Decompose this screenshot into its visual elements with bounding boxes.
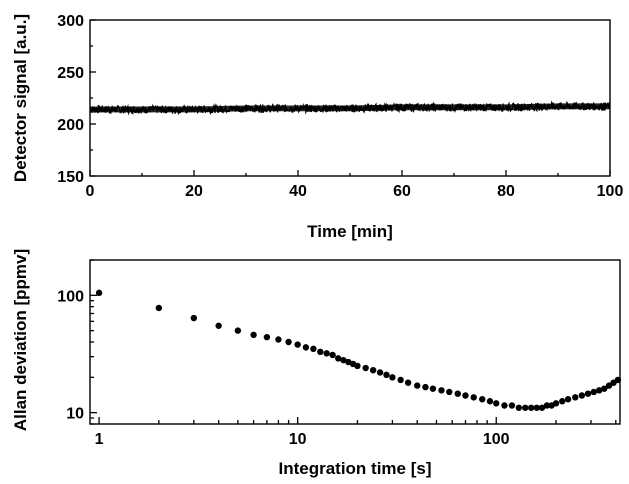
data-point bbox=[486, 398, 494, 405]
y-tick-label: 200 bbox=[57, 117, 84, 134]
data-point bbox=[383, 371, 390, 379]
allan-deviation-points bbox=[95, 289, 622, 411]
data-point bbox=[397, 376, 404, 384]
data-point bbox=[294, 341, 301, 348]
data-point bbox=[389, 374, 396, 381]
panel2-y-ticks: 10 100 bbox=[57, 259, 97, 425]
data-point bbox=[533, 404, 540, 411]
y-tick-label: 150 bbox=[57, 169, 84, 186]
y-tick-label: 10 bbox=[66, 406, 84, 423]
data-point bbox=[446, 388, 453, 396]
data-point bbox=[155, 304, 163, 312]
data-point bbox=[275, 336, 282, 343]
data-point bbox=[454, 390, 461, 397]
x-tick-label: 1 bbox=[95, 431, 104, 448]
x-tick-label: 80 bbox=[497, 183, 515, 200]
data-point bbox=[479, 396, 486, 403]
data-point bbox=[302, 344, 310, 351]
data-point bbox=[462, 392, 469, 399]
x-tick-label: 40 bbox=[289, 183, 307, 200]
x-tick-label: 10 bbox=[289, 431, 307, 448]
x-tick-label: 20 bbox=[185, 183, 203, 200]
x-tick-label: 60 bbox=[393, 183, 411, 200]
data-point bbox=[528, 404, 535, 411]
detector-signal-panel: 0 20 40 60 80 100 150 200 250 300 Time [min] Det… bbox=[11, 13, 623, 241]
data-point bbox=[250, 331, 257, 339]
data-point bbox=[95, 289, 103, 297]
y-tick-label: 100 bbox=[57, 288, 84, 305]
data-point bbox=[335, 355, 342, 362]
data-point bbox=[564, 396, 572, 403]
data-point bbox=[317, 348, 324, 355]
panel2-y-axis-title: Allan deviation [ppmv] bbox=[11, 249, 30, 431]
data-point bbox=[329, 351, 336, 359]
data-point bbox=[572, 394, 579, 401]
data-point bbox=[552, 400, 560, 407]
panel1-y-axis-title: Detector signal [a.u.] bbox=[11, 14, 30, 182]
data-point bbox=[310, 345, 317, 352]
x-tick-label: 0 bbox=[86, 183, 95, 200]
data-point bbox=[234, 327, 242, 334]
data-point bbox=[429, 385, 437, 392]
y-tick-label: 300 bbox=[57, 13, 84, 30]
data-point bbox=[263, 333, 271, 341]
allan-deviation-panel: 1 10 100 10 100 Integration time [s] Allan … bbox=[11, 249, 622, 478]
data-point bbox=[538, 404, 546, 411]
data-point bbox=[470, 394, 477, 401]
data-point bbox=[614, 376, 622, 384]
data-point bbox=[438, 387, 445, 394]
data-point bbox=[340, 356, 347, 364]
data-point bbox=[323, 350, 330, 357]
data-point bbox=[376, 369, 384, 376]
panel1-frame bbox=[89, 19, 611, 177]
data-point bbox=[508, 402, 516, 409]
x-tick-label: 100 bbox=[597, 183, 624, 200]
data-point bbox=[404, 379, 412, 386]
data-point bbox=[354, 362, 361, 370]
data-point bbox=[522, 404, 529, 411]
y-tick-label: 250 bbox=[57, 65, 84, 82]
data-point bbox=[285, 338, 292, 346]
data-point bbox=[590, 388, 598, 396]
data-point bbox=[596, 387, 603, 394]
data-point bbox=[422, 383, 429, 391]
data-point bbox=[543, 402, 551, 409]
data-point bbox=[369, 366, 377, 374]
data-point bbox=[559, 398, 566, 405]
data-point bbox=[190, 314, 198, 322]
panel1-y-ticks: 150 200 250 300 bbox=[57, 13, 96, 186]
data-point bbox=[601, 385, 608, 392]
panel1-x-axis-title: Time [min] bbox=[307, 222, 393, 241]
data-point bbox=[215, 322, 222, 329]
data-point bbox=[605, 382, 613, 389]
data-point bbox=[515, 404, 523, 411]
data-point bbox=[493, 400, 500, 407]
data-point bbox=[362, 364, 369, 372]
data-point bbox=[578, 392, 586, 399]
data-point bbox=[414, 382, 421, 389]
panel2-x-axis-title: Integration time [s] bbox=[278, 459, 431, 478]
detector-signal-trace bbox=[89, 100, 611, 116]
panel2-frame bbox=[89, 259, 621, 425]
data-point bbox=[501, 402, 508, 409]
x-tick-label: 100 bbox=[483, 431, 510, 448]
panel2-x-ticks: 1 10 100 bbox=[95, 417, 617, 448]
panel1-x-ticks: 0 20 40 60 80 100 bbox=[86, 170, 624, 200]
data-point bbox=[584, 390, 592, 397]
